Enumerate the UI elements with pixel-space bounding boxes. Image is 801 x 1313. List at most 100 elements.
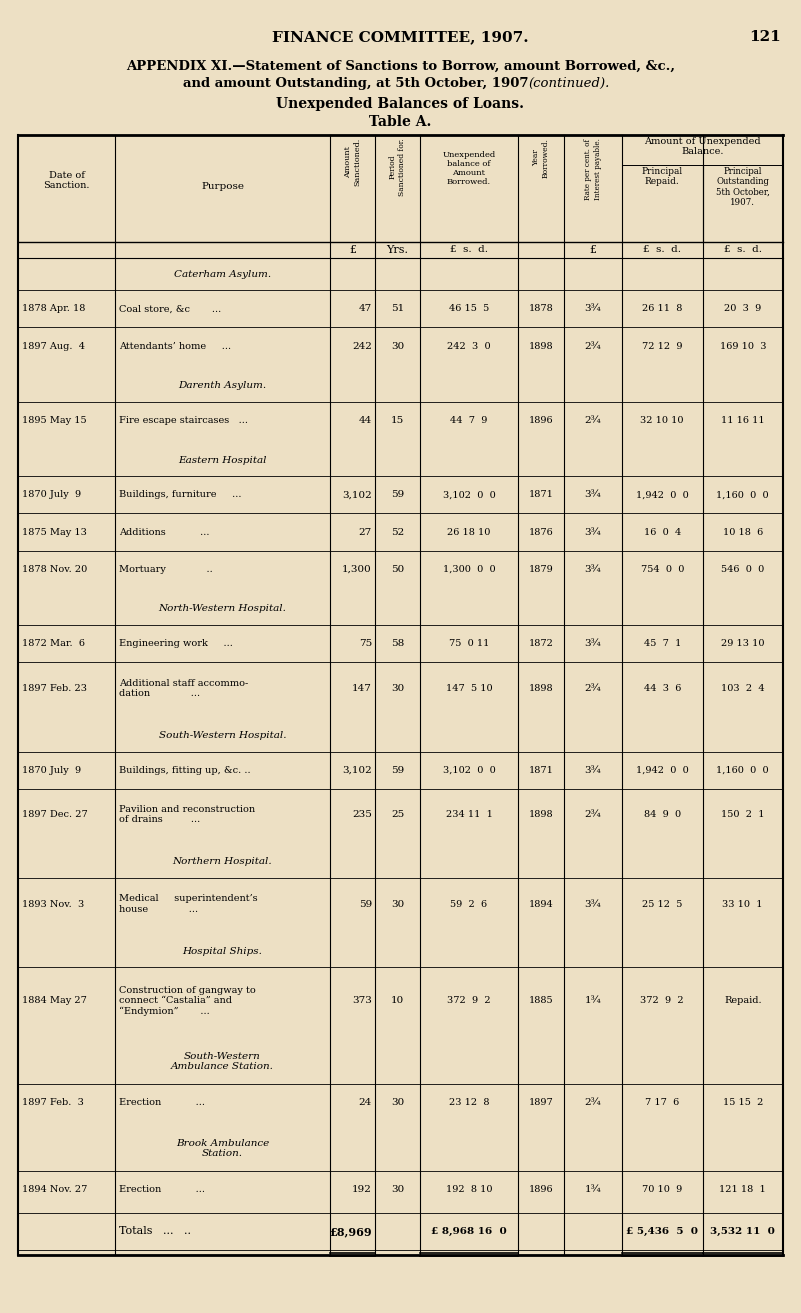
Text: 1896: 1896 xyxy=(529,1184,553,1194)
Text: 32 10 10: 32 10 10 xyxy=(641,416,684,425)
Text: 11 16 11: 11 16 11 xyxy=(721,416,765,425)
Text: £ 5,436  5  0: £ 5,436 5 0 xyxy=(626,1226,698,1236)
Text: 25: 25 xyxy=(391,810,405,819)
Text: Coal store, &c       ...: Coal store, &c ... xyxy=(119,305,221,314)
Text: APPENDIX XI.—Statement of Sanctions to Borrow, amount Borrowed, &c.,: APPENDIX XI.—Statement of Sanctions to B… xyxy=(126,60,675,74)
Text: and amount Outstanding, at 5th October, 1907: and amount Outstanding, at 5th October, … xyxy=(183,77,528,91)
Text: 59: 59 xyxy=(391,490,405,499)
Text: Erection           ...: Erection ... xyxy=(119,1184,205,1194)
Text: 1894: 1894 xyxy=(529,899,553,909)
Text: 1893 Nov.  3: 1893 Nov. 3 xyxy=(22,899,84,909)
Text: 2¾: 2¾ xyxy=(585,341,602,351)
Text: 3,532 11  0: 3,532 11 0 xyxy=(710,1226,775,1236)
Text: 1876: 1876 xyxy=(529,528,553,537)
Text: 44  7  9: 44 7 9 xyxy=(450,416,488,425)
Text: 1879: 1879 xyxy=(529,565,553,574)
Text: 3¾: 3¾ xyxy=(585,899,602,909)
Text: 1875 May 13: 1875 May 13 xyxy=(22,528,87,537)
Text: Purpose: Purpose xyxy=(201,183,244,190)
Text: 1,160  0  0: 1,160 0 0 xyxy=(716,490,769,499)
Text: £  s.  d.: £ s. d. xyxy=(643,246,681,255)
Text: 1871: 1871 xyxy=(529,765,553,775)
Text: 26 11  8: 26 11 8 xyxy=(642,305,682,314)
Text: 1870 July  9: 1870 July 9 xyxy=(22,490,81,499)
Text: 234 11  1: 234 11 1 xyxy=(445,810,493,819)
Text: Buildings, furniture     ...: Buildings, furniture ... xyxy=(119,490,241,499)
Text: Unexpended Balances of Loans.: Unexpended Balances of Loans. xyxy=(276,97,525,112)
Text: 72 12  9: 72 12 9 xyxy=(642,341,682,351)
Text: Date of
Sanction.: Date of Sanction. xyxy=(43,171,90,190)
Text: Additions           ...: Additions ... xyxy=(119,528,210,537)
Text: 242  3  0: 242 3 0 xyxy=(447,341,491,351)
Text: North-Western Hospital.: North-Western Hospital. xyxy=(159,604,287,613)
Text: 1895 May 15: 1895 May 15 xyxy=(22,416,87,425)
Text: 2¾: 2¾ xyxy=(585,416,602,425)
Text: 150  2  1: 150 2 1 xyxy=(721,810,764,819)
Text: Fire escape staircases   ...: Fire escape staircases ... xyxy=(119,416,248,425)
Text: 70 10  9: 70 10 9 xyxy=(642,1184,682,1194)
Text: £: £ xyxy=(349,246,356,255)
Text: 46 15  5: 46 15 5 xyxy=(449,305,489,314)
Text: 546  0  0: 546 0 0 xyxy=(721,565,764,574)
Text: £8,969: £8,969 xyxy=(329,1226,372,1237)
Text: Period
Sanctioned for.: Period Sanctioned for. xyxy=(389,138,406,196)
Text: Amount
Sanctioned.: Amount Sanctioned. xyxy=(344,138,361,186)
Text: 2¾: 2¾ xyxy=(585,684,602,693)
Text: 242: 242 xyxy=(352,341,372,351)
Text: 59  2  6: 59 2 6 xyxy=(450,899,488,909)
Text: 44: 44 xyxy=(359,416,372,425)
Text: Principal
Outstanding
5th October,
1907.: Principal Outstanding 5th October, 1907. xyxy=(716,167,770,207)
Text: 26 18 10: 26 18 10 xyxy=(447,528,491,537)
Text: £: £ xyxy=(590,246,597,255)
Text: 3,102  0  0: 3,102 0 0 xyxy=(443,490,495,499)
Text: 15 15  2: 15 15 2 xyxy=(723,1098,763,1107)
Text: 1878 Apr. 18: 1878 Apr. 18 xyxy=(22,305,86,314)
Text: 10: 10 xyxy=(391,997,405,1006)
Text: 84  9  0: 84 9 0 xyxy=(644,810,681,819)
Text: FINANCE COMMITTEE, 1907.: FINANCE COMMITTEE, 1907. xyxy=(272,30,529,45)
Text: 25 12  5: 25 12 5 xyxy=(642,899,682,909)
Text: 1897 Feb.  3: 1897 Feb. 3 xyxy=(22,1098,84,1107)
Text: 1897: 1897 xyxy=(529,1098,553,1107)
Text: 51: 51 xyxy=(391,305,405,314)
Text: 10 18  6: 10 18 6 xyxy=(723,528,763,537)
Text: Medical     superintendent’s
house             ...: Medical superintendent’s house ... xyxy=(119,894,258,914)
Text: 59: 59 xyxy=(359,899,372,909)
Text: Buildings, fitting up, &c. ..: Buildings, fitting up, &c. .. xyxy=(119,765,251,775)
Text: 1878 Nov. 20: 1878 Nov. 20 xyxy=(22,565,87,574)
Text: 192: 192 xyxy=(352,1184,372,1194)
Text: 103  2  4: 103 2 4 xyxy=(721,684,765,693)
Text: Principal
Repaid.: Principal Repaid. xyxy=(642,167,682,186)
Text: 1896: 1896 xyxy=(529,416,553,425)
Text: Year
Borrowed.: Year Borrowed. xyxy=(533,138,549,177)
Text: 1,160  0  0: 1,160 0 0 xyxy=(716,765,769,775)
Text: 372  9  2: 372 9 2 xyxy=(447,997,491,1006)
Text: Brook Ambulance
Station.: Brook Ambulance Station. xyxy=(176,1138,269,1158)
Text: Construction of gangway to
connect “Castalia” and
“Endymion”       ...: Construction of gangway to connect “Cast… xyxy=(119,986,256,1016)
Text: 1¾: 1¾ xyxy=(585,997,602,1006)
Text: 15: 15 xyxy=(391,416,405,425)
Text: Darenth Asylum.: Darenth Asylum. xyxy=(179,381,267,390)
Text: 7 17  6: 7 17 6 xyxy=(645,1098,679,1107)
Text: 59: 59 xyxy=(391,765,405,775)
Text: 1,942  0  0: 1,942 0 0 xyxy=(636,765,689,775)
Text: 16  0  4: 16 0 4 xyxy=(644,528,681,537)
Text: 1894 Nov. 27: 1894 Nov. 27 xyxy=(22,1184,87,1194)
Text: 1872: 1872 xyxy=(529,639,553,649)
Text: South-Western Hospital.: South-Western Hospital. xyxy=(159,731,286,741)
Text: 30: 30 xyxy=(391,899,405,909)
Text: 147  5 10: 147 5 10 xyxy=(445,684,493,693)
Text: 1,300  0  0: 1,300 0 0 xyxy=(443,565,495,574)
Text: 3¾: 3¾ xyxy=(585,565,602,574)
Text: Additional staff accommo-
dation             ...: Additional staff accommo- dation ... xyxy=(119,679,248,699)
Text: 3,102: 3,102 xyxy=(342,765,372,775)
Text: 33 10  1: 33 10 1 xyxy=(723,899,763,909)
Text: 1884 May 27: 1884 May 27 xyxy=(22,997,87,1006)
Text: Hospital Ships.: Hospital Ships. xyxy=(183,947,263,956)
Text: 754  0  0: 754 0 0 xyxy=(641,565,684,574)
Text: 147: 147 xyxy=(352,684,372,693)
Text: 45  7  1: 45 7 1 xyxy=(643,639,681,649)
Text: Repaid.: Repaid. xyxy=(724,997,762,1006)
Text: 372  9  2: 372 9 2 xyxy=(641,997,684,1006)
Text: 1898: 1898 xyxy=(529,684,553,693)
